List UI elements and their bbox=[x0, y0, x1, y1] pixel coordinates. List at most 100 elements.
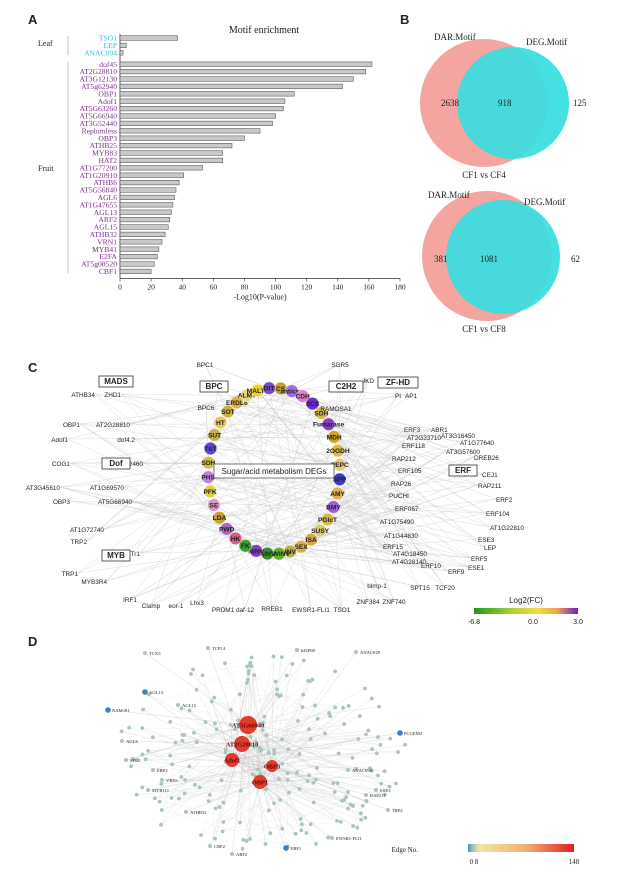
network-d-edge bbox=[190, 673, 249, 726]
network-d-edge bbox=[154, 712, 330, 799]
ring-gene-label: SCS bbox=[306, 401, 320, 408]
tf-label: AT3G57600 bbox=[446, 449, 480, 456]
network-d-node bbox=[346, 790, 350, 794]
ring-gene-label: MDH bbox=[327, 434, 342, 441]
network-d-edge bbox=[181, 708, 391, 739]
network-d-edge bbox=[261, 753, 377, 778]
tf-label: ERF10 bbox=[421, 563, 441, 570]
bar bbox=[119, 180, 180, 186]
network-d-edge bbox=[142, 750, 275, 755]
tf-label: Adof1 bbox=[51, 437, 68, 444]
network-d-edge bbox=[184, 793, 341, 823]
tf-label: BPC1 bbox=[197, 362, 214, 369]
log2fc-gradient-bar bbox=[474, 608, 578, 614]
network-d-labelled-node bbox=[364, 793, 368, 797]
x-tick-label: 160 bbox=[363, 282, 375, 291]
x-tick-label: 20 bbox=[147, 282, 155, 291]
tf-label: BPC6 bbox=[198, 405, 215, 412]
network-d-node bbox=[293, 831, 298, 836]
network-d-node bbox=[146, 748, 151, 753]
tf-label: AT1G75490 bbox=[380, 519, 414, 526]
network-d-edge bbox=[142, 727, 233, 761]
bar-category-label: AT5G66940 bbox=[79, 112, 117, 121]
bar-category-label: MYB41 bbox=[92, 245, 117, 254]
network-d-node-label: EWSR1-FLI1 bbox=[336, 836, 362, 841]
venn1-left-label: DAR.Motif bbox=[434, 32, 476, 42]
network-d-edge bbox=[171, 752, 269, 799]
network-c-edge bbox=[69, 462, 334, 508]
network-d-node bbox=[315, 765, 319, 770]
network-d-node bbox=[272, 801, 276, 806]
network-c-edge bbox=[269, 388, 483, 475]
venn2-right-count: 62 bbox=[571, 254, 580, 264]
network-d-node bbox=[382, 769, 387, 774]
tf-label: dof4.2 bbox=[117, 437, 135, 444]
network-d-node bbox=[233, 727, 237, 732]
ring-gene-label: PGlcT bbox=[318, 517, 337, 524]
tf-label: PI bbox=[395, 393, 401, 400]
network-d-edge bbox=[224, 663, 273, 767]
ring-gene-node bbox=[203, 441, 217, 455]
tf-label: daf-12 bbox=[236, 607, 255, 614]
network-d-node bbox=[256, 767, 260, 771]
network-c-edge bbox=[120, 393, 228, 412]
network-c-edge bbox=[312, 403, 485, 548]
bar bbox=[119, 209, 172, 215]
edge-legend-min: 0 8 bbox=[470, 858, 479, 866]
network-d-node bbox=[286, 747, 291, 752]
network-d-node bbox=[207, 792, 212, 797]
network-c-edge bbox=[175, 553, 268, 606]
network-d-node bbox=[315, 716, 320, 721]
network-d-edge bbox=[171, 701, 212, 799]
bar-category-label: OBP1 bbox=[98, 89, 117, 98]
network-c-edge bbox=[312, 403, 422, 566]
network-d-node bbox=[221, 820, 226, 824]
network-d-node bbox=[266, 808, 271, 813]
network-c-edge bbox=[321, 412, 491, 528]
network-d-node bbox=[187, 708, 192, 713]
network-d-node bbox=[377, 704, 382, 709]
network-d-node bbox=[170, 762, 175, 767]
network-d-node-label: XRF1 bbox=[290, 846, 302, 851]
ring-gene-label: NINV bbox=[248, 548, 264, 555]
network-d-edge bbox=[121, 731, 233, 761]
network-d-edge bbox=[129, 727, 132, 767]
network-d-node bbox=[209, 699, 214, 704]
network-d-node bbox=[236, 718, 240, 723]
network-d-node bbox=[356, 737, 361, 741]
network-d-node bbox=[199, 833, 203, 838]
network-d-edge bbox=[271, 720, 299, 767]
ring-gene-label: CWINV bbox=[268, 551, 291, 558]
network-d-labelled-node bbox=[105, 707, 111, 713]
network-d-node bbox=[213, 721, 217, 726]
network-d-edge bbox=[148, 750, 307, 834]
network-d-node bbox=[360, 803, 365, 808]
network-d-node bbox=[129, 764, 133, 769]
bar-category-label: CBF1 bbox=[99, 267, 117, 276]
tf-label: RAP212 bbox=[392, 456, 416, 463]
network-d-edge bbox=[241, 730, 369, 745]
network-d-edge bbox=[129, 727, 273, 767]
network-d-edge bbox=[170, 657, 282, 756]
network-d-edge bbox=[231, 732, 401, 761]
ring-gene-node bbox=[331, 444, 345, 458]
network-d-edges bbox=[107, 647, 406, 855]
network-c-edge bbox=[131, 500, 302, 547]
network-d-node-label: TRP2 bbox=[392, 808, 403, 813]
network-d-edge bbox=[160, 673, 249, 825]
bar bbox=[119, 50, 124, 56]
edge-legend-max: 148 bbox=[569, 858, 580, 866]
network-c-edge bbox=[235, 538, 422, 566]
network-c-edge bbox=[142, 396, 303, 464]
network-d-node bbox=[217, 805, 222, 809]
tf-label: ERF5 bbox=[471, 556, 488, 563]
network-d-node bbox=[335, 781, 340, 786]
network-d-node bbox=[308, 822, 313, 827]
network-c-edge bbox=[236, 402, 393, 459]
network-d-node bbox=[299, 828, 304, 833]
tf-label: Lhx3 bbox=[190, 600, 204, 607]
network-d-edge bbox=[264, 716, 273, 767]
network-d-node bbox=[259, 747, 264, 752]
network-d-node bbox=[169, 796, 174, 800]
